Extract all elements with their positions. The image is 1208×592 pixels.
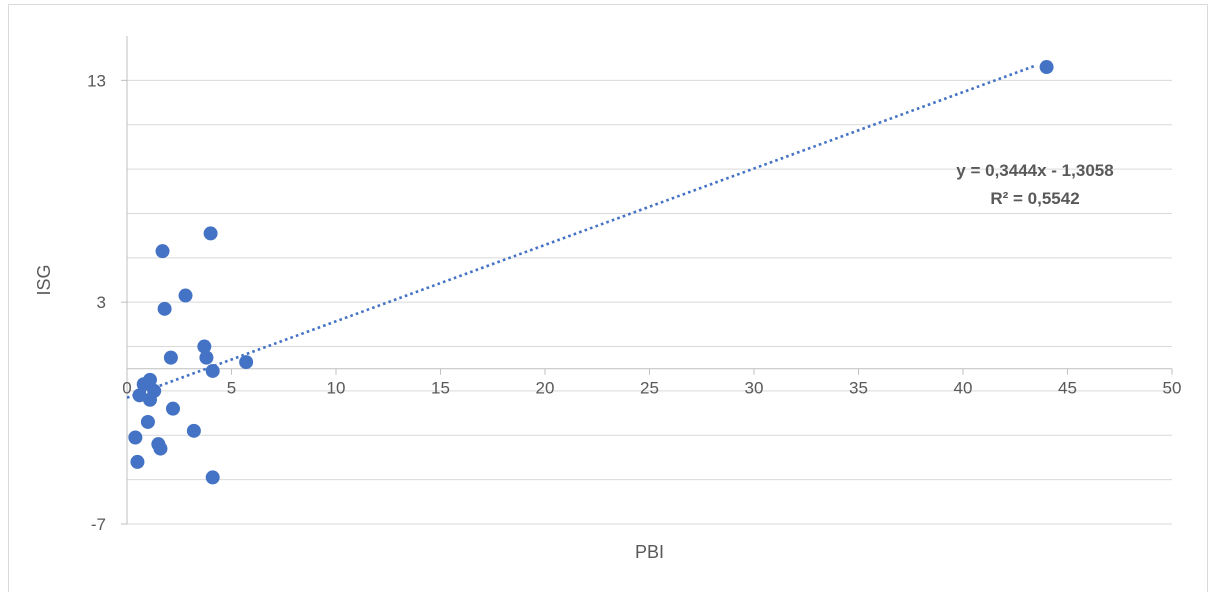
data-point [157, 301, 172, 316]
x-tick-label: 40 [954, 379, 973, 398]
x-tick-label: 30 [745, 379, 764, 398]
axes [121, 36, 1173, 525]
trendline-layer [126, 64, 1037, 399]
x-tick-label: 15 [431, 379, 450, 398]
tick-labels: 0 5 10 15 20 25 30 35 40 45 50 -7 3 13 [87, 71, 1181, 534]
y-tick-label: 13 [87, 71, 106, 90]
data-point [155, 244, 170, 259]
x-tick-label: 25 [640, 379, 659, 398]
data-point [186, 423, 201, 438]
data-point [153, 441, 168, 456]
trendline-r-squared: R² = 0,5542 [990, 189, 1079, 208]
x-axis-title: PBI [635, 542, 664, 562]
data-point [128, 430, 143, 445]
data-point [199, 350, 214, 365]
data-point [140, 414, 155, 429]
data-point [163, 350, 178, 365]
data-point [197, 339, 212, 354]
data-point [178, 288, 193, 303]
x-tick-label: 5 [227, 379, 236, 398]
x-tick-label: 0 [122, 379, 131, 398]
x-tick-label: 20 [536, 379, 555, 398]
y-axis-title: ISG [34, 264, 54, 295]
data-point [203, 226, 218, 241]
data-point [132, 388, 147, 403]
data-points [128, 60, 1054, 485]
y-tick-label: -7 [91, 515, 106, 534]
trendline [126, 64, 1037, 399]
x-tick-label: 50 [1163, 379, 1182, 398]
gridlines [127, 79, 1172, 525]
data-point [130, 454, 145, 469]
data-point [165, 401, 180, 416]
data-point [1039, 60, 1054, 75]
data-point [142, 372, 157, 387]
y-tick-label: 3 [97, 293, 106, 312]
data-point [205, 363, 220, 378]
x-tick-label: 45 [1058, 379, 1077, 398]
data-point [147, 383, 162, 398]
x-tick-label: 10 [327, 379, 346, 398]
x-tick-label: 35 [849, 379, 868, 398]
data-point [239, 355, 254, 370]
data-point [205, 470, 220, 485]
trendline-equation: y = 0,3444x - 1,3058 [956, 161, 1113, 180]
